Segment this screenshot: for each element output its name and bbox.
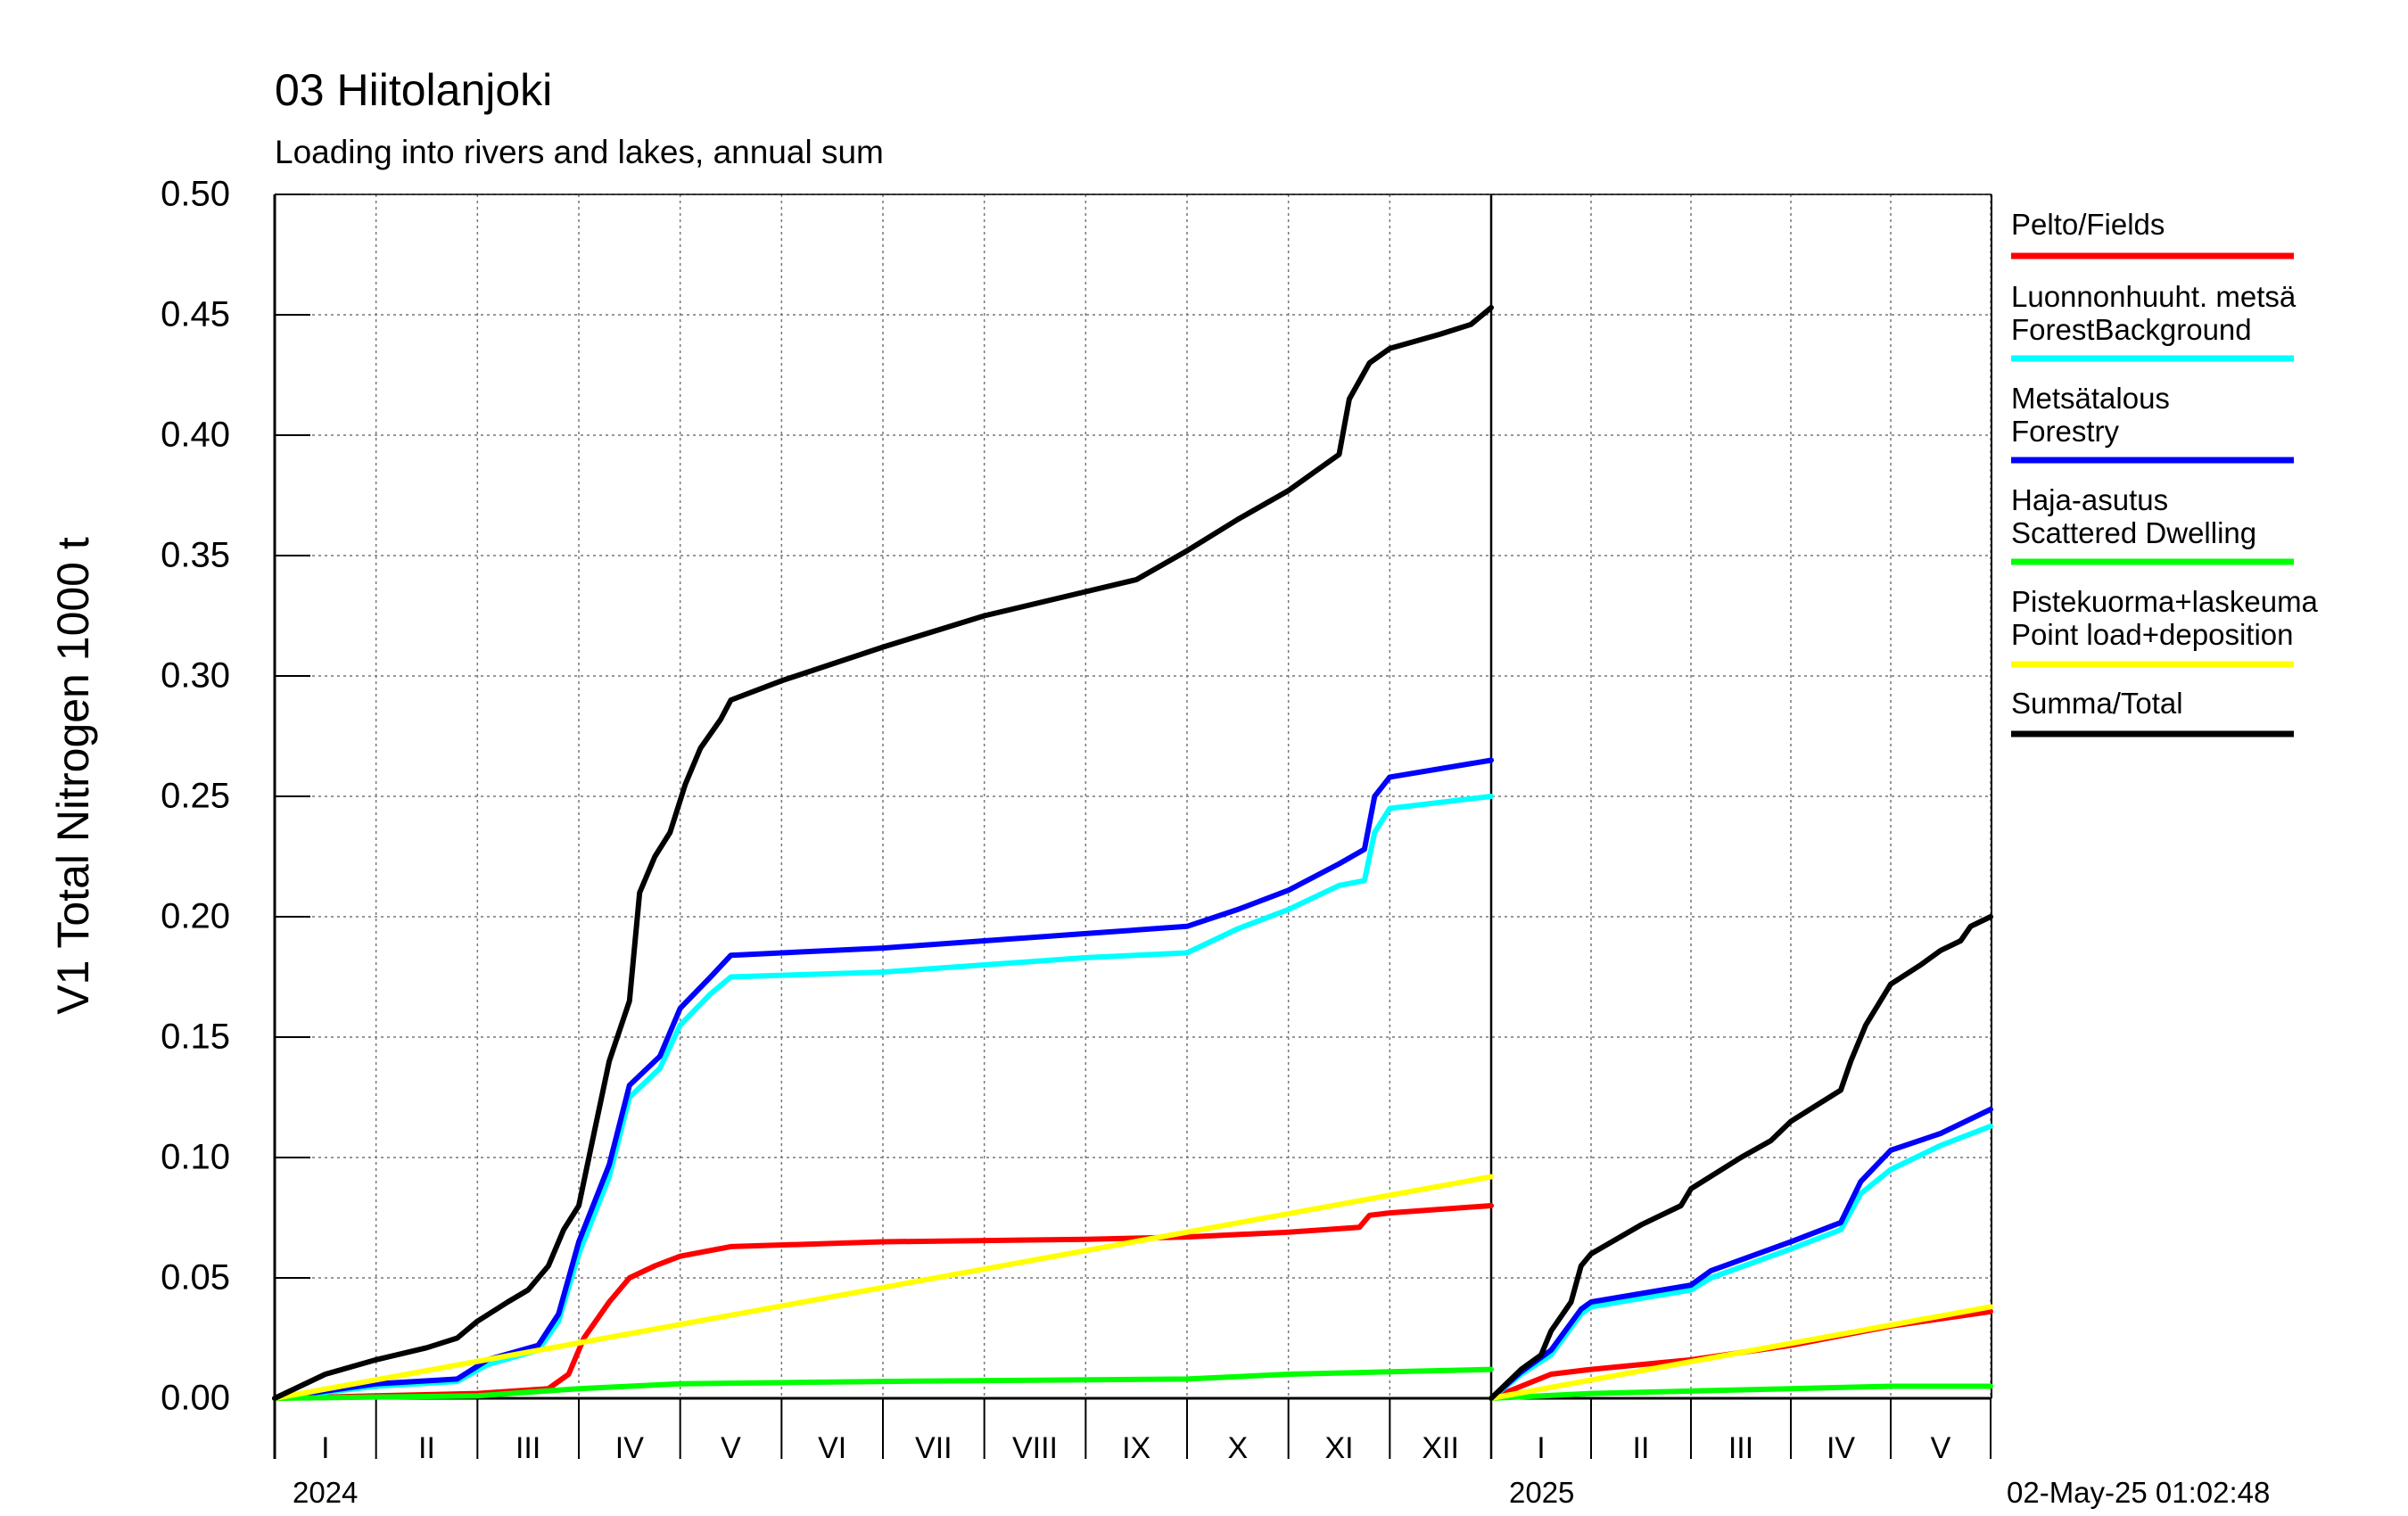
series-line-haja-asutus-scattered-dwelling: [1489, 1383, 1993, 1401]
series-line-summa-total: [272, 304, 1494, 1401]
month-label: XI: [1324, 1431, 1354, 1465]
series-line-luonnonhuuht-mets-forestbackground: [1489, 1123, 1993, 1401]
series-line-mets-talous-forestry: [1489, 1107, 1993, 1401]
y-tick-label: 0.05: [161, 1257, 230, 1298]
month-label: III: [1728, 1431, 1754, 1465]
legend-label: Summa/Total: [2011, 687, 2183, 720]
y-tick-label: 0.20: [161, 896, 230, 936]
month-label: VI: [818, 1431, 847, 1465]
y-tick-label: 0.25: [161, 776, 230, 816]
timestamp: 02-May-25 01:02:48: [2007, 1476, 2271, 1509]
series-line-mets-talous-forestry: [272, 757, 1494, 1401]
month-label: II: [1632, 1431, 1650, 1465]
y-tick-label: 0.15: [161, 1017, 230, 1057]
month-label: XII: [1422, 1431, 1459, 1465]
y-tick-label: 0.50: [161, 174, 230, 214]
month-label: V: [1930, 1431, 1951, 1465]
month-label: II: [418, 1431, 435, 1465]
series-line-pistekuorma-laskeuma-point-load-deposition: [272, 1174, 1494, 1401]
series-line-summa-total: [1489, 914, 1993, 1401]
month-label: X: [1227, 1431, 1249, 1465]
month-label: VIII: [1011, 1431, 1059, 1465]
series-line-pistekuorma-laskeuma-point-load-deposition: [1489, 1304, 1993, 1401]
year-label: 2024: [293, 1476, 359, 1509]
y-tick-label: 0.45: [161, 294, 230, 334]
legend-label: Pistekuorma+laskeuma Point load+depositio…: [2011, 585, 2318, 651]
month-label: IX: [1122, 1431, 1151, 1465]
legend-label: Metsätalous Forestry: [2011, 382, 2170, 448]
y-tick-label: 0.30: [161, 655, 230, 696]
month-label: IV: [1826, 1431, 1856, 1465]
month-label: III: [515, 1431, 541, 1465]
chart-title: 03 Hiitolanjoki: [275, 65, 553, 115]
year-label: 2025: [1509, 1476, 1575, 1509]
chart-subtitle: Loading into rivers and lakes, annual su…: [275, 134, 884, 170]
legend-label: Haja-asutus Scattered Dwelling: [2011, 483, 2257, 549]
month-label: I: [321, 1431, 330, 1465]
legend-label: Luonnonhuuht. metsä ForestBackground: [2011, 280, 2297, 346]
y-tick-label: 0.40: [161, 415, 230, 455]
month-label: VII: [915, 1431, 952, 1465]
legend-label: Pelto/Fields: [2011, 208, 2165, 241]
series-line-haja-asutus-scattered-dwelling: [272, 1366, 1494, 1401]
y-axis-label: V1 Total Nitrogen 1000 t: [48, 537, 98, 1015]
y-tick-label: 0.10: [161, 1137, 230, 1177]
month-label: V: [721, 1431, 741, 1465]
y-tick-label: 0.35: [161, 535, 230, 575]
month-label: I: [1537, 1431, 1546, 1465]
month-label: IV: [614, 1431, 644, 1465]
y-tick-label: 0.00: [161, 1378, 230, 1418]
